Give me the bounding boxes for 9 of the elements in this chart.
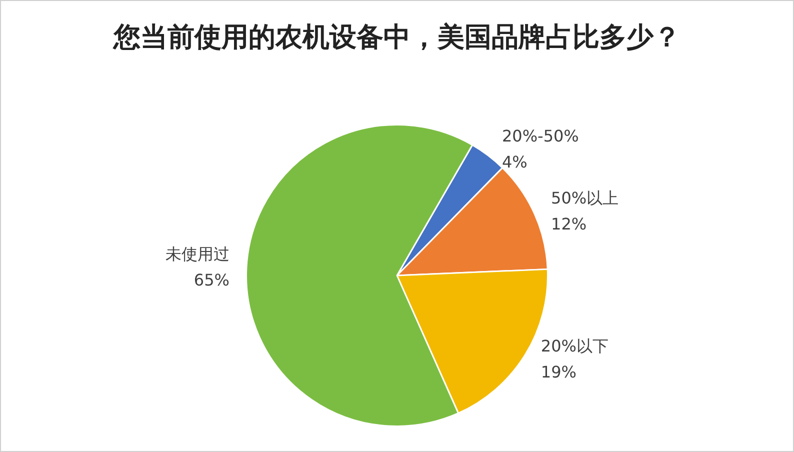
chart-title: 您当前使用的农机设备中，美国品牌占比多少？ bbox=[112, 22, 680, 53]
data-label: 65% bbox=[194, 270, 230, 290]
slice-label: 20%-50% bbox=[502, 126, 579, 146]
slice-label: 20%以下 bbox=[540, 336, 608, 356]
slice-label: 未使用过 bbox=[165, 244, 230, 264]
slice-label: 50%以上 bbox=[551, 188, 619, 208]
data-label: 19% bbox=[540, 362, 576, 382]
data-label: 4% bbox=[502, 152, 528, 172]
data-label: 12% bbox=[551, 214, 587, 234]
